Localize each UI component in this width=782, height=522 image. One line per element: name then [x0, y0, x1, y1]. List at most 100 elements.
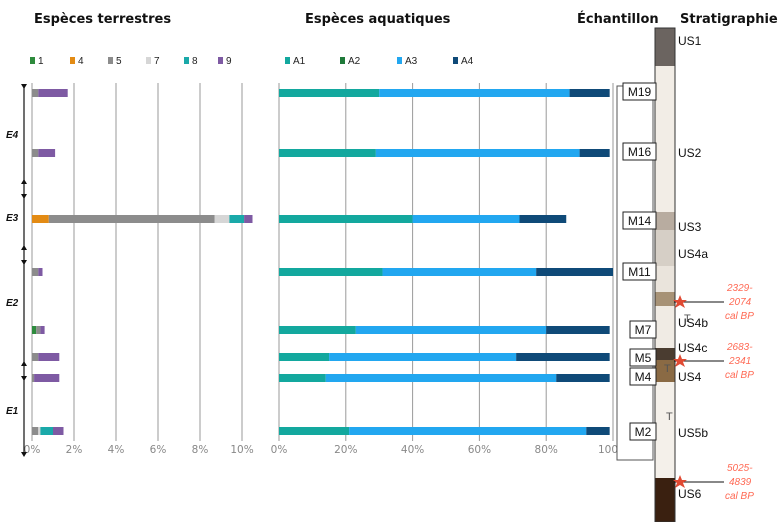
star-icon — [673, 475, 687, 488]
aquatic-bar-M5-A4 — [516, 353, 610, 361]
terrestrial-bar-M7-1 — [32, 326, 37, 334]
terrestrial-legend-swatch — [184, 57, 189, 64]
aquatic-grid — [278, 83, 614, 441]
aquatic-bar-M19-A1 — [279, 89, 380, 97]
terrestrial-legend-swatch — [70, 57, 75, 64]
aquatic-legend-label: A3 — [405, 56, 418, 67]
aquatic-bar-M2-A1 — [279, 427, 350, 435]
strat-layer-us4b-band — [655, 292, 675, 306]
date-unit-3: cal BP — [725, 491, 754, 502]
aquatic-legend-swatch — [453, 57, 458, 64]
us-label-us2: US2 — [678, 146, 702, 160]
star-icon — [673, 295, 687, 308]
aquatic-bar-M16-A3 — [375, 149, 580, 157]
zone-arrow — [21, 260, 27, 265]
aquatic-tick-label: 80% — [535, 444, 558, 456]
strat-layer-us4b — [655, 306, 675, 348]
terrestrial-legend-label: 8 — [192, 56, 198, 67]
zone-arrow — [21, 194, 27, 199]
date-marker-2: 2683- 2341 cal BP — [673, 342, 754, 381]
us-label-us4: US4 — [678, 370, 702, 384]
aquatic-bar-M5-A3 — [329, 353, 517, 361]
strat-layer-us3 — [655, 212, 675, 230]
us-label-us6: US6 — [678, 487, 702, 501]
sample-box-M11 — [622, 262, 657, 281]
sample-labels: M19 M16 M14 M11 M7 M5 M4 M2 — [622, 82, 657, 441]
us-label-us4a: US4a — [678, 247, 708, 261]
sample-label-M2: M2 — [635, 425, 652, 439]
zone-arrow — [21, 84, 27, 89]
terrestrial-bar-M19-9 — [38, 89, 68, 97]
aquatic-legend-swatch — [397, 57, 402, 64]
zone-label-e4: E4 — [6, 130, 19, 141]
aquatic-bar-M14-A4 — [519, 215, 567, 223]
terrestrial-bar-M11-9 — [38, 268, 43, 276]
terrestrial-bar-M2-7 — [38, 427, 41, 435]
us-label-us3: US3 — [678, 220, 702, 234]
terrestrial-bar-M5-9 — [38, 353, 60, 361]
sample-box-M14 — [622, 211, 657, 230]
terrestrial-tick-label: 6% — [150, 444, 167, 456]
terrestrial-bar-M7-5 — [36, 326, 41, 334]
terrestrial-header: Espèces terrestres — [34, 12, 171, 27]
aquatic-bar-M16-A4 — [579, 149, 610, 157]
sample-box-M16 — [622, 142, 657, 161]
date-range-3-end: 4839 — [729, 477, 752, 488]
sample-box-M7 — [629, 320, 657, 339]
aquatic-bar-M16-A1 — [279, 149, 376, 157]
sample-label-M14: M14 — [628, 214, 652, 228]
aquatic-bar-M7-A3 — [355, 326, 547, 334]
aquatic-legend-label: A4 — [461, 56, 474, 67]
strat-layer-us2 — [655, 66, 675, 212]
zone-label-e3: E3 — [6, 213, 19, 224]
terrestrial-bar-M11-5 — [32, 268, 39, 276]
strat-layer-us4 — [655, 360, 675, 382]
aquatic-bar-M4-A4 — [556, 374, 610, 382]
strat-mark-t: T — [664, 363, 671, 375]
aquatic-bar-M14-A1 — [279, 215, 413, 223]
aquatic-bar-M7-A4 — [546, 326, 610, 334]
sample-box-M2 — [629, 422, 657, 441]
terrestrial-tick-label: 4% — [108, 444, 125, 456]
strat-mark-t: T — [666, 411, 673, 423]
aquatic-legend-swatch — [340, 57, 345, 64]
aquatic-bar-M5-A1 — [279, 353, 330, 361]
aquatic-tick-label: 20% — [334, 444, 357, 456]
terrestrial-ticks: 0% 2% 4% 6% 8% 10% — [24, 444, 254, 456]
terrestrial-tick-label: 2% — [66, 444, 83, 456]
terrestrial-legend-label: 1 — [38, 56, 44, 67]
terrestrial-grid — [31, 83, 243, 441]
aquatic-bar-M2-A3 — [349, 427, 587, 435]
date-marker-3: 5025- 4839 cal BP — [673, 463, 754, 502]
date-range-2-end: 2341 — [728, 356, 751, 367]
terrestrial-bar-M16-5 — [32, 149, 39, 157]
terrestrial-bar-M2-5 — [32, 427, 39, 435]
strat-layer-us5b — [655, 382, 675, 478]
aquatic-bar-M7-A1 — [279, 326, 356, 334]
terrestrial-tick-label: 10% — [230, 444, 253, 456]
terrestrial-legend-swatch — [108, 57, 113, 64]
zone-axis: E4 E3 E2 E1 — [6, 84, 27, 457]
aquatic-legend-label: A1 — [293, 56, 306, 67]
aquatic-tick-label: 60% — [468, 444, 491, 456]
date-range-1-end: 2074 — [728, 297, 752, 308]
terrestrial-legend-swatch — [146, 57, 151, 64]
sample-label-M16: M16 — [628, 145, 652, 159]
terrestrial-legend-label: 5 — [116, 56, 122, 67]
strat-layer-us4b-top — [655, 266, 675, 292]
terrestrial-bar-M14-9 — [244, 215, 253, 223]
terrestrial-tick-label: 8% — [192, 444, 209, 456]
strat-layer-us6 — [655, 478, 675, 522]
terrestrial-legend-swatch — [218, 57, 223, 64]
date-marker-1: 2329- 2074 cal BP — [673, 283, 754, 322]
strat-mark-t: T — [684, 313, 691, 325]
sample-label-M11: M11 — [628, 265, 651, 279]
aquatic-legend-label: A2 — [348, 56, 361, 67]
zone-arrow — [21, 361, 27, 366]
terrestrial-bar-M16-9 — [38, 149, 56, 157]
zone-arrow — [21, 452, 27, 457]
terrestrial-bar-M2-8 — [40, 427, 53, 435]
aquatic-legend-swatch — [285, 57, 290, 64]
terrestrial-legend: 1 4 5 7 8 9 — [30, 56, 232, 67]
aquatic-bar-M19-A4 — [569, 89, 610, 97]
